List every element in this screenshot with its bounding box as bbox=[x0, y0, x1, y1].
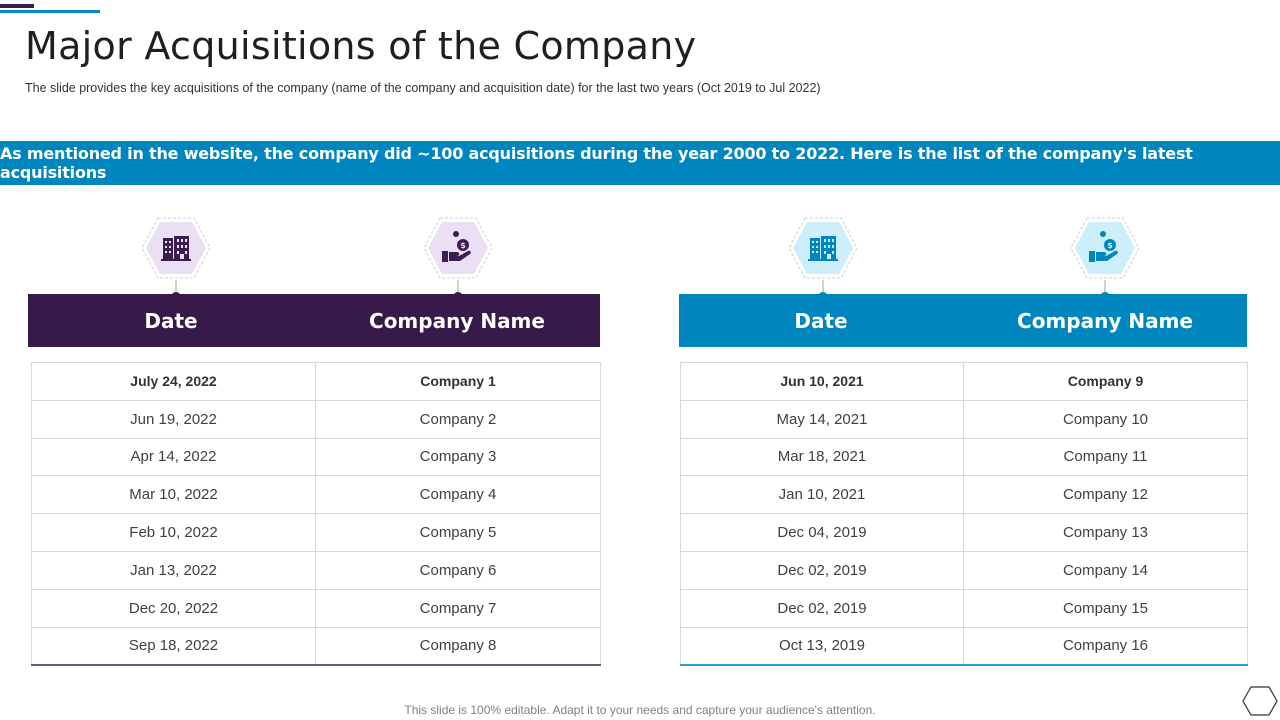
company-cell: Company 6 bbox=[315, 550, 601, 590]
date-cell: Mar 10, 2022 bbox=[31, 475, 316, 515]
date-cell: Jun 10, 2021 bbox=[680, 362, 964, 401]
hand-coin-icon: $ bbox=[1069, 216, 1141, 280]
table-row: Jun 19, 2022 Company 2 bbox=[31, 399, 601, 439]
date-cell: Sep 18, 2022 bbox=[31, 626, 316, 666]
building-icon bbox=[787, 216, 859, 280]
building-icon bbox=[140, 216, 212, 280]
header-company-name: Company Name bbox=[1017, 308, 1193, 333]
corner-accent-blue bbox=[0, 10, 100, 13]
table-row: Apr 14, 2022 Company 3 bbox=[31, 437, 601, 477]
company-cell: Company 3 bbox=[315, 437, 601, 477]
date-cell: Dec 20, 2022 bbox=[31, 588, 316, 628]
header-date: Date bbox=[144, 308, 198, 333]
left-acquisitions-table: July 24, 2022 Company 1 Jun 19, 2022 Compa… bbox=[31, 362, 601, 666]
company-cell: Company 12 bbox=[963, 475, 1248, 515]
connector-stem bbox=[822, 280, 824, 296]
date-cell: July 24, 2022 bbox=[31, 362, 316, 401]
company-cell: Company 13 bbox=[963, 513, 1248, 552]
company-cell: Company 5 bbox=[315, 513, 601, 552]
page-subtitle: The slide provides the key acquisitions … bbox=[25, 81, 821, 95]
table-row: Jan 10, 2021 Company 12 bbox=[680, 475, 1248, 515]
table-row: Jan 13, 2022 Company 6 bbox=[31, 550, 601, 590]
date-cell: Mar 18, 2021 bbox=[680, 437, 964, 477]
company-cell: Company 1 bbox=[315, 362, 601, 401]
company-cell: Company 9 bbox=[963, 362, 1248, 401]
right-table-header: Date Company Name bbox=[679, 294, 1247, 347]
date-cell: May 14, 2021 bbox=[680, 399, 964, 439]
info-banner: As mentioned in the website, the company… bbox=[0, 141, 1280, 185]
svg-text:$: $ bbox=[460, 241, 466, 250]
table-row: May 14, 2021 Company 10 bbox=[680, 399, 1248, 439]
table-row: Mar 18, 2021 Company 11 bbox=[680, 437, 1248, 477]
footer-note: This slide is 100% editable. Adapt it to… bbox=[404, 703, 876, 717]
table-row: Dec 02, 2019 Company 14 bbox=[680, 550, 1248, 590]
table-row: Mar 10, 2022 Company 4 bbox=[31, 475, 601, 515]
table-row: Feb 10, 2022 Company 5 bbox=[31, 513, 601, 552]
table-row: Dec 02, 2019 Company 15 bbox=[680, 588, 1248, 628]
table-row: July 24, 2022 Company 1 bbox=[31, 362, 601, 401]
banner-text: As mentioned in the website, the company… bbox=[0, 144, 1193, 182]
company-cell: Company 10 bbox=[963, 399, 1248, 439]
date-cell: Dec 02, 2019 bbox=[680, 550, 964, 590]
svg-text:$: $ bbox=[1107, 241, 1113, 250]
date-cell: Dec 04, 2019 bbox=[680, 513, 964, 552]
company-cell: Company 7 bbox=[315, 588, 601, 628]
corner-accent-dark bbox=[0, 4, 34, 8]
header-date: Date bbox=[794, 308, 848, 333]
company-cell: Company 2 bbox=[315, 399, 601, 439]
connector-stem bbox=[175, 280, 177, 296]
connector-stem bbox=[457, 280, 459, 296]
left-table-header: Date Company Name bbox=[28, 294, 600, 347]
hand-coin-icon: $ bbox=[422, 216, 494, 280]
connector-stem bbox=[1104, 280, 1106, 296]
page-title: Major Acquisitions of the Company bbox=[25, 24, 697, 68]
date-cell: Feb 10, 2022 bbox=[31, 513, 316, 552]
company-cell: Company 16 bbox=[963, 626, 1248, 666]
table-row: Jun 10, 2021 Company 9 bbox=[680, 362, 1248, 401]
date-cell: Oct 13, 2019 bbox=[680, 626, 964, 666]
table-row: Oct 13, 2019 Company 16 bbox=[680, 626, 1248, 666]
company-cell: Company 14 bbox=[963, 550, 1248, 590]
company-cell: Company 8 bbox=[315, 626, 601, 666]
table-row: Dec 04, 2019 Company 13 bbox=[680, 513, 1248, 552]
table-row: Sep 18, 2022 Company 8 bbox=[31, 626, 601, 666]
date-cell: Jan 13, 2022 bbox=[31, 550, 316, 590]
table-row: Dec 20, 2022 Company 7 bbox=[31, 588, 601, 628]
right-acquisitions-table: Jun 10, 2021 Company 9 May 14, 2021 Compan… bbox=[680, 362, 1248, 666]
date-cell: Apr 14, 2022 bbox=[31, 437, 316, 477]
company-cell: Company 15 bbox=[963, 588, 1248, 628]
company-cell: Company 4 bbox=[315, 475, 601, 515]
company-cell: Company 11 bbox=[963, 437, 1248, 477]
date-cell: Dec 02, 2019 bbox=[680, 588, 964, 628]
header-company-name: Company Name bbox=[369, 308, 545, 333]
date-cell: Jun 19, 2022 bbox=[31, 399, 316, 439]
date-cell: Jan 10, 2021 bbox=[680, 475, 964, 515]
hexagon-outline-icon bbox=[1242, 686, 1278, 716]
